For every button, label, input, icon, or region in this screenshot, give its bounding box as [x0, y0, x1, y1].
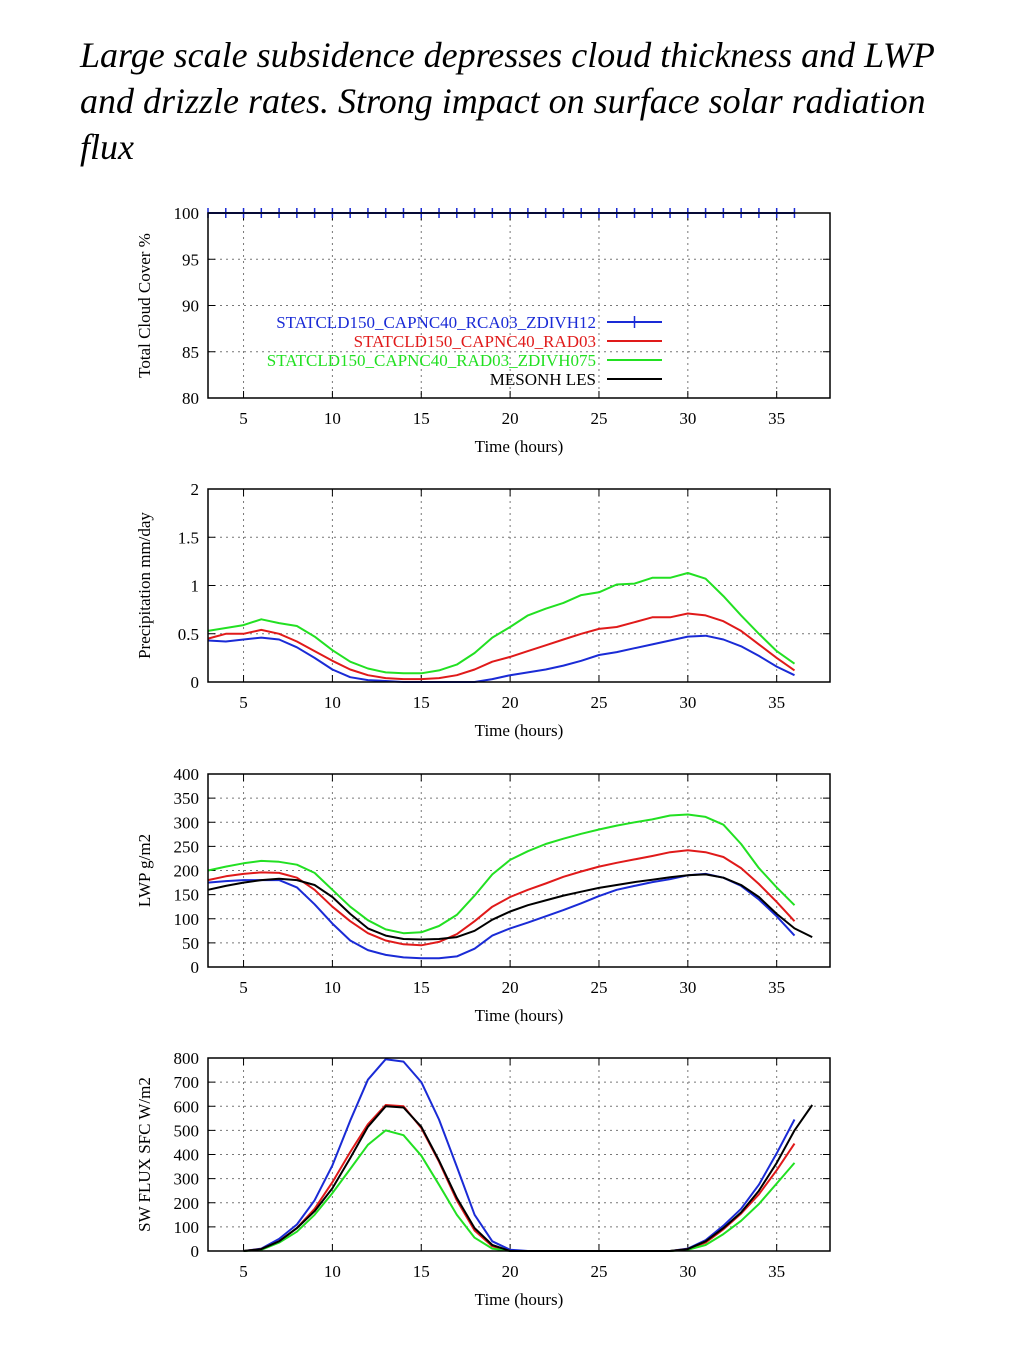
y-tick-label: 1 — [191, 577, 200, 596]
y-tick-label: 85 — [182, 343, 199, 362]
y-tick-label: 95 — [182, 250, 199, 269]
plot-frame — [207, 1057, 831, 1252]
y-tick-label: 700 — [174, 1073, 200, 1092]
y-tick-label: 0 — [191, 1242, 200, 1261]
x-tick-label: 25 — [590, 978, 607, 997]
x-axis-label: Time (hours) — [475, 1290, 564, 1309]
x-axis-label: Time (hours) — [475, 1006, 564, 1025]
x-tick-label: 5 — [239, 693, 248, 712]
series-line — [243, 1104, 814, 1252]
series-line — [207, 612, 796, 681]
y-tick-label: 300 — [174, 813, 200, 832]
y-tick-label: 800 — [174, 1049, 200, 1068]
x-tick-label: 30 — [679, 978, 696, 997]
y-tick-label: 400 — [174, 765, 200, 784]
x-tick-label: 20 — [502, 409, 519, 428]
x-tick-label: 25 — [590, 409, 607, 428]
y-tick-label: 50 — [182, 934, 199, 953]
y-tick-label: 0.5 — [178, 625, 199, 644]
y-axis-label: LWP g/m2 — [135, 834, 154, 907]
series-line — [207, 634, 795, 683]
y-tick-label: 250 — [174, 837, 200, 856]
y-tick-label: 80 — [182, 389, 199, 408]
y-tick-label: 200 — [174, 1194, 200, 1213]
legend-label: STATCLD150_CAPNC40_RAD03_ZDIVH075 — [267, 351, 596, 370]
x-tick-label: 35 — [768, 409, 785, 428]
x-tick-label: 20 — [502, 693, 519, 712]
x-tick-label: 15 — [413, 978, 430, 997]
y-tick-label: 100 — [174, 1218, 200, 1237]
y-tick-label: 2 — [191, 480, 200, 499]
y-tick-label: 200 — [174, 862, 200, 881]
x-tick-label: 10 — [324, 409, 341, 428]
x-tick-label: 10 — [324, 978, 341, 997]
x-tick-label: 5 — [239, 409, 248, 428]
x-tick-label: 5 — [239, 978, 248, 997]
legend-label: MESONH LES — [490, 370, 596, 389]
chart-1: 5 10 15 20 25 30 35 80 85 90 95 100 Time (hours) Tota… — [135, 204, 831, 456]
y-tick-label: 1.5 — [178, 528, 199, 547]
y-axis-label: Precipitation mm/day — [135, 512, 154, 659]
series-line — [207, 813, 796, 935]
x-tick-label: 15 — [413, 1262, 430, 1281]
y-tick-label: 0 — [191, 958, 200, 977]
x-tick-label: 20 — [502, 1262, 519, 1281]
chart-2: 5 10 15 20 25 30 35 0 0.5 1 1.5 2 Time (hours) Precip… — [135, 480, 831, 740]
x-tick-label: 30 — [679, 409, 696, 428]
series-line — [207, 572, 796, 675]
x-tick-label: 25 — [590, 693, 607, 712]
y-tick-label: 0 — [191, 673, 200, 692]
chart-4: 5 10 15 20 25 30 35 0 100 200 300 400 500 600 700 800 Ti… — [135, 1049, 831, 1309]
plot-frame — [207, 773, 831, 968]
series-line — [207, 873, 813, 941]
y-axis-label: SW FLUX SFC W/m2 — [135, 1077, 154, 1232]
y-tick-label: 500 — [174, 1121, 200, 1140]
x-axis-label: Time (hours) — [475, 721, 564, 740]
legend-label: STATCLD150_CAPNC40_RAD03 — [354, 332, 596, 351]
legend: STATCLD150_CAPNC40_RCA03_ZDIVH12STATCLD1… — [267, 313, 662, 389]
x-tick-label: 10 — [324, 1262, 341, 1281]
x-tick-label: 35 — [768, 693, 785, 712]
x-tick-label: 35 — [768, 978, 785, 997]
y-tick-label: 300 — [174, 1170, 200, 1189]
y-tick-label: 100 — [174, 910, 200, 929]
x-axis-label: Time (hours) — [475, 437, 564, 456]
x-tick-label: 10 — [324, 693, 341, 712]
y-tick-label: 400 — [174, 1146, 200, 1165]
series-line — [207, 849, 796, 947]
x-tick-label: 35 — [768, 1262, 785, 1281]
y-tick-label: 90 — [182, 297, 199, 316]
legend-label: STATCLD150_CAPNC40_RCA03_ZDIVH12 — [276, 313, 596, 332]
x-tick-label: 15 — [413, 409, 430, 428]
x-tick-label: 30 — [679, 1262, 696, 1281]
y-axis-label: Total Cloud Cover % — [135, 233, 154, 378]
y-tick-label: 150 — [174, 886, 200, 905]
y-tick-label: 350 — [174, 789, 200, 808]
chart-3: 5 10 15 20 25 30 35050100150200250300350400Tim… — [135, 765, 831, 1025]
y-tick-label: 600 — [174, 1097, 200, 1116]
plot-frame — [207, 212, 831, 399]
y-tick-label: 100 — [174, 204, 200, 223]
x-tick-label: 15 — [413, 693, 430, 712]
series-line — [243, 1058, 796, 1252]
plot-frame — [207, 488, 831, 683]
x-tick-label: 30 — [679, 693, 696, 712]
x-tick-label: 20 — [502, 978, 519, 997]
x-tick-label: 5 — [239, 1262, 248, 1281]
page-title: Large scale subsidence depresses cloud t… — [80, 35, 935, 167]
x-tick-label: 25 — [590, 1262, 607, 1281]
